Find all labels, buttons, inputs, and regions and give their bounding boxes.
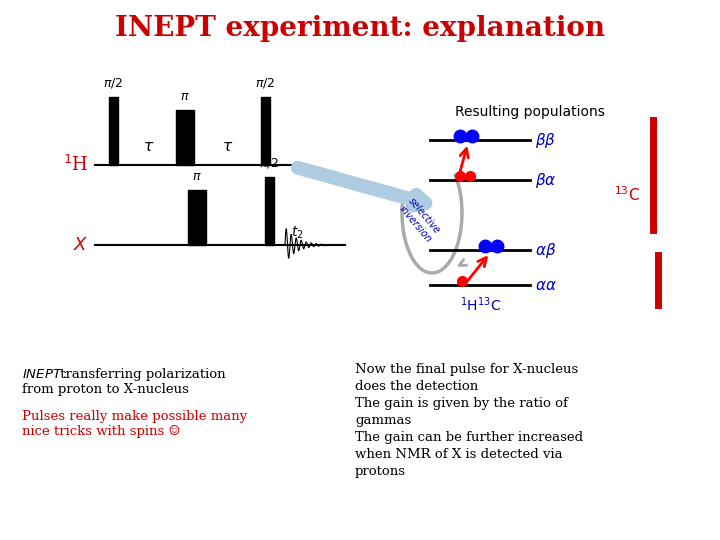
- Text: $\pi/2$: $\pi/2$: [259, 156, 279, 170]
- Text: transferring polarization
from proton to X-nucleus: transferring polarization from proton to…: [22, 368, 225, 396]
- Bar: [261, 97, 269, 165]
- Text: $\tau$: $\tau$: [143, 140, 155, 154]
- Text: $\alpha\beta$: $\alpha\beta$: [535, 240, 557, 260]
- Text: $t_2$: $t_2$: [291, 225, 303, 241]
- Text: $\tau$: $\tau$: [222, 140, 233, 154]
- Text: $\pi/2$: $\pi/2$: [255, 76, 275, 90]
- Text: $\alpha\alpha$: $\alpha\alpha$: [535, 278, 557, 293]
- Text: $\mathit{INEPT:}$: $\mathit{INEPT:}$: [22, 368, 68, 381]
- Bar: [176, 110, 194, 165]
- Text: selective
inversion: selective inversion: [397, 196, 443, 244]
- Text: $\pi/2$: $\pi/2$: [103, 76, 123, 90]
- Text: INEPT experiment: explanation: INEPT experiment: explanation: [115, 15, 605, 42]
- Text: Resulting populations: Resulting populations: [455, 105, 605, 119]
- Text: $\beta\alpha$: $\beta\alpha$: [535, 171, 557, 190]
- Text: $^1$H: $^1$H: [63, 155, 88, 175]
- Bar: [109, 97, 117, 165]
- Text: Pulses really make possible many
nice tricks with spins ☺: Pulses really make possible many nice tr…: [22, 410, 247, 438]
- Bar: [188, 190, 206, 245]
- Bar: [264, 177, 274, 245]
- Text: Now the final pulse for X-nucleus
does the detection
The gain is given by the ra: Now the final pulse for X-nucleus does t…: [355, 363, 583, 478]
- Text: $\pi$: $\pi$: [180, 90, 190, 103]
- Text: $\beta\beta$: $\beta\beta$: [535, 131, 556, 150]
- Text: $X$: $X$: [73, 236, 88, 254]
- Text: $^1$H$^{13}$C: $^1$H$^{13}$C: [459, 296, 500, 314]
- Text: $\pi$: $\pi$: [192, 170, 202, 183]
- Text: $^{13}$C: $^{13}$C: [614, 186, 640, 204]
